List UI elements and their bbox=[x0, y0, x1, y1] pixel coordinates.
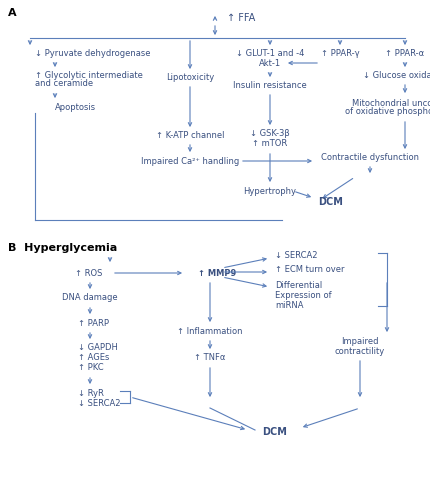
Text: ↓ SERCA2: ↓ SERCA2 bbox=[274, 250, 317, 260]
Text: Insulin resistance: Insulin resistance bbox=[233, 82, 306, 90]
Text: and ceramide: and ceramide bbox=[35, 80, 93, 88]
Text: Mitochondrial uncoupling: Mitochondrial uncoupling bbox=[351, 98, 430, 108]
Text: Lipotoxicity: Lipotoxicity bbox=[166, 74, 214, 82]
Text: ↑ PPAR-γ: ↑ PPAR-γ bbox=[320, 50, 359, 58]
Text: ↑ ECM turn over: ↑ ECM turn over bbox=[274, 266, 344, 274]
Text: A: A bbox=[8, 8, 17, 18]
Text: ↓ GAPDH: ↓ GAPDH bbox=[78, 344, 117, 352]
Text: DCM: DCM bbox=[317, 197, 342, 207]
Text: ↑ ROS: ↑ ROS bbox=[75, 268, 102, 278]
Text: ↓ GSK-3β: ↓ GSK-3β bbox=[249, 130, 289, 138]
Text: B  Hyperglycemia: B Hyperglycemia bbox=[8, 243, 117, 253]
Text: Apoptosis: Apoptosis bbox=[55, 102, 96, 112]
Text: ↑ Glycolytic intermediate: ↑ Glycolytic intermediate bbox=[35, 72, 142, 80]
Text: ↓ GLUT-1 and -4: ↓ GLUT-1 and -4 bbox=[235, 50, 304, 58]
Text: Impaired Ca²⁺ handling: Impaired Ca²⁺ handling bbox=[141, 156, 239, 166]
Text: Differential: Differential bbox=[274, 282, 322, 290]
Text: contractility: contractility bbox=[334, 346, 384, 356]
Text: ↑ MMP9: ↑ MMP9 bbox=[197, 268, 236, 278]
Text: of oxidative phosphorylation: of oxidative phosphorylation bbox=[344, 108, 430, 116]
Text: ↓ SERCA2: ↓ SERCA2 bbox=[78, 398, 120, 407]
Text: ↑ TNFα: ↑ TNFα bbox=[194, 354, 225, 362]
Text: Contractile dysfunction: Contractile dysfunction bbox=[320, 154, 418, 162]
Text: Impaired: Impaired bbox=[341, 338, 378, 346]
Text: Akt-1: Akt-1 bbox=[258, 58, 280, 68]
Text: ↑ Inflammation: ↑ Inflammation bbox=[177, 326, 242, 336]
Text: DCM: DCM bbox=[261, 427, 286, 437]
Text: ↑ mTOR: ↑ mTOR bbox=[252, 140, 287, 148]
Text: ↑ K-ATP channel: ↑ K-ATP channel bbox=[155, 132, 224, 140]
Text: ↑ PPAR-α: ↑ PPAR-α bbox=[384, 50, 424, 58]
Text: ↑ PARP: ↑ PARP bbox=[78, 318, 109, 328]
Text: ↓ Pyruvate dehydrogenase: ↓ Pyruvate dehydrogenase bbox=[35, 48, 150, 58]
Text: ↑ FFA: ↑ FFA bbox=[227, 13, 255, 23]
Text: DNA damage: DNA damage bbox=[62, 294, 117, 302]
Text: ↓ Glucose oxidation: ↓ Glucose oxidation bbox=[362, 72, 430, 80]
Text: miRNA: miRNA bbox=[274, 302, 303, 310]
Text: Hypertrophy: Hypertrophy bbox=[243, 186, 296, 196]
Text: ↑ PKC: ↑ PKC bbox=[78, 364, 103, 372]
Text: ↑ AGEs: ↑ AGEs bbox=[78, 354, 109, 362]
Text: Expression of: Expression of bbox=[274, 292, 331, 300]
Text: ↓ RyR: ↓ RyR bbox=[78, 388, 104, 398]
